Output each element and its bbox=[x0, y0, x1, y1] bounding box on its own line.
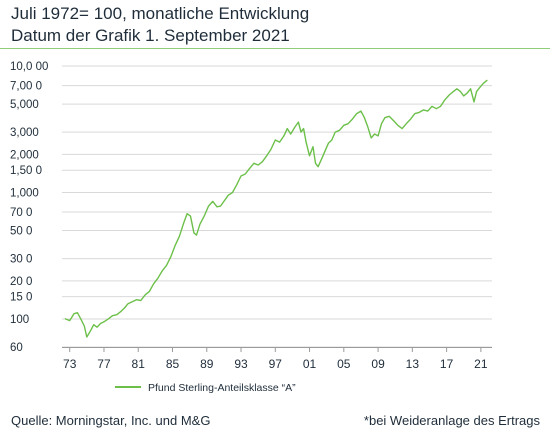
y-tick-label: 1,50 0 bbox=[10, 165, 42, 177]
x-tick-label: 73 bbox=[63, 357, 77, 371]
y-tick-label: 70 0 bbox=[10, 207, 32, 219]
x-tick-label: 01 bbox=[303, 357, 317, 371]
y-tick-label: 5,000 bbox=[10, 99, 39, 111]
x-tick-label: 17 bbox=[440, 357, 454, 371]
legend: Pfund Sterling-Anteilsklasse “A” bbox=[115, 382, 296, 394]
x-tick-label: 13 bbox=[406, 357, 420, 371]
y-tick-label: 7,00 0 bbox=[10, 81, 42, 93]
axis-layer: 10,0 00 7,00 0 5,000 3,000 2,000 1,50 0 1,000 7… bbox=[10, 61, 492, 371]
y-tick-label: 2,000 bbox=[10, 149, 39, 161]
footnote: *bei Weideranlage des Ertrags bbox=[363, 413, 540, 428]
chart-title-line-1: Juli 1972= 100, monatliche Entwicklung bbox=[11, 4, 310, 23]
x-tick-label: 85 bbox=[166, 357, 180, 371]
y-tick-label: 10,0 00 bbox=[10, 61, 48, 73]
chart-title-line-2: Datum der Grafik 1. September 2021 bbox=[11, 26, 290, 45]
series-line bbox=[64, 79, 488, 338]
y-tick-label: 100 bbox=[10, 314, 29, 326]
y-tick-label: 30 0 bbox=[10, 254, 32, 266]
x-tick-label: 77 bbox=[97, 357, 111, 371]
x-tick-label: 81 bbox=[132, 357, 146, 371]
x-tick-label: 09 bbox=[371, 357, 385, 371]
y-tick-label: 15 0 bbox=[10, 292, 32, 304]
y-tick-label: 50 0 bbox=[10, 226, 32, 238]
y-tick-label: 20 0 bbox=[10, 276, 32, 288]
x-tick-label: 97 bbox=[269, 357, 283, 371]
y-tick-label: 1,000 bbox=[10, 187, 39, 199]
source-note: Quelle: Morningstar, Inc. und M&G bbox=[11, 413, 211, 428]
y-tick-label: 3,000 bbox=[10, 127, 39, 139]
x-tick-label: 93 bbox=[234, 357, 248, 371]
legend-label: Pfund Sterling-Anteilsklasse “A” bbox=[148, 382, 296, 394]
x-tick-label: 05 bbox=[337, 357, 351, 371]
y-tick-label: 60 bbox=[10, 342, 23, 354]
series-layer bbox=[64, 79, 488, 338]
chart-header: Juli 1972= 100, monatliche Entwicklung D… bbox=[11, 3, 531, 47]
x-tick-label: 21 bbox=[474, 357, 488, 371]
header-divider bbox=[0, 48, 550, 49]
x-tick-label: 89 bbox=[200, 357, 214, 371]
